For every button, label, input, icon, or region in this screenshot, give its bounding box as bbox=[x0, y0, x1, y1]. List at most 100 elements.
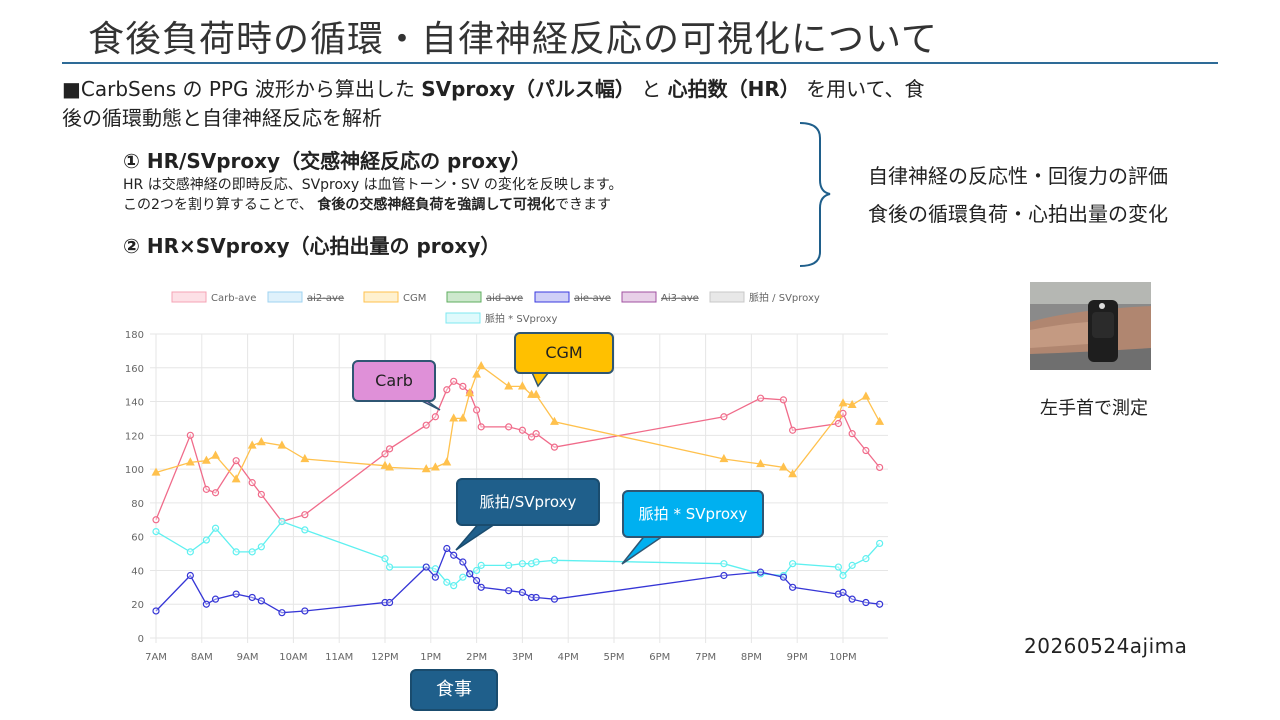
series-point-2-28 bbox=[834, 563, 843, 571]
series-point-3-23 bbox=[550, 595, 559, 603]
series-point-1-20 bbox=[517, 381, 527, 390]
series-line-2 bbox=[155, 520, 881, 587]
legend-swatch-5 bbox=[621, 291, 657, 303]
legend-swatch-3 bbox=[446, 291, 482, 303]
page-title: 食後負荷時の循環・自律神経反応の可視化について bbox=[88, 19, 938, 60]
chart-series bbox=[151, 361, 885, 617]
series-point-1-27 bbox=[788, 469, 798, 478]
x-tick-14: 9PM bbox=[787, 652, 808, 663]
series-point-2-30 bbox=[848, 561, 856, 569]
point-1-title: ① HR/SVproxy（交感神経反応の proxy） bbox=[123, 149, 531, 173]
series-point-0-28 bbox=[834, 419, 843, 428]
wrist-device-photo bbox=[1030, 282, 1151, 370]
series-point-2-27 bbox=[789, 560, 797, 568]
series-point-3-30 bbox=[848, 595, 856, 603]
series-point-1-6 bbox=[256, 437, 266, 446]
series-point-3-32 bbox=[876, 600, 884, 608]
series-point-3-2 bbox=[202, 600, 210, 608]
series-point-0-17 bbox=[473, 406, 481, 414]
series-2 bbox=[152, 517, 884, 590]
legend-label-4: aie-ave bbox=[574, 293, 611, 304]
series-point-2-13 bbox=[443, 578, 451, 586]
intro-text-a: ■CarbSens の PPG 波形から算出した bbox=[62, 77, 422, 101]
series-point-3-3 bbox=[211, 595, 220, 603]
legend-swatch-4 bbox=[534, 291, 570, 303]
point-1-desc-c: できます bbox=[554, 197, 611, 213]
series-point-1-17 bbox=[472, 369, 482, 378]
series-point-3-11 bbox=[422, 563, 430, 571]
series-point-3-27 bbox=[789, 583, 797, 591]
series-point-0-9 bbox=[381, 450, 389, 458]
series-point-0-11 bbox=[422, 421, 430, 429]
series-point-1-22 bbox=[531, 389, 541, 398]
point-1-desc-a: この2つを割り算することで、 bbox=[123, 197, 318, 213]
series-point-1-16 bbox=[465, 388, 475, 397]
series-point-1-23 bbox=[550, 416, 559, 425]
series-point-2-1 bbox=[186, 548, 194, 556]
series-point-0-1 bbox=[186, 431, 194, 439]
series-point-0-14 bbox=[450, 377, 458, 385]
series-point-0-20 bbox=[518, 426, 526, 434]
series-point-2-7 bbox=[278, 517, 286, 526]
series-point-2-15 bbox=[459, 573, 467, 581]
series-point-3-14 bbox=[450, 551, 458, 559]
series-point-1-12 bbox=[430, 462, 440, 471]
series-point-2-5 bbox=[248, 548, 256, 556]
series-point-3-12 bbox=[431, 573, 439, 581]
intro-text-hr: 心拍数（HR） bbox=[667, 77, 800, 101]
series-point-1-3 bbox=[211, 450, 220, 459]
series-point-1-8 bbox=[300, 453, 310, 463]
series-point-1-1 bbox=[185, 457, 195, 466]
intro-text-svproxy: SVproxy（パルス幅） bbox=[421, 77, 635, 101]
point-1-description-2: この2つを割り算することで、 食後の交感神経負荷を強調して可視化できます bbox=[123, 194, 611, 214]
x-tick-0: 7AM bbox=[145, 652, 167, 663]
series-line-1 bbox=[155, 365, 881, 481]
series-point-3-16 bbox=[466, 570, 474, 578]
series-point-2-2 bbox=[202, 536, 210, 544]
series-point-1-24 bbox=[719, 453, 729, 463]
series-point-1-9 bbox=[380, 460, 390, 469]
series-point-0-3 bbox=[211, 489, 220, 497]
series-point-2-4 bbox=[232, 548, 240, 556]
x-tick-12: 7PM bbox=[695, 652, 716, 663]
series-point-3-22 bbox=[532, 593, 540, 602]
series-point-1-15 bbox=[458, 413, 468, 422]
series-point-3-18 bbox=[477, 583, 485, 591]
evaluation-text-2: 食後の循環負荷・心拍出量の変化 bbox=[868, 202, 1168, 226]
y-tick-60: 60 bbox=[131, 533, 144, 544]
x-tick-1: 8AM bbox=[191, 652, 213, 663]
intro-line-2: 後の循環動態と自律神経反応を解析 bbox=[62, 106, 382, 130]
title-divider bbox=[62, 62, 1218, 64]
series-point-1-10 bbox=[385, 462, 395, 471]
legend-swatch-6 bbox=[709, 291, 745, 303]
legend-swatch-1 bbox=[267, 291, 303, 303]
series-point-2-32 bbox=[876, 539, 884, 548]
callout-hr-svproxy: 脈拍/SVproxy bbox=[456, 478, 600, 526]
series-point-3-4 bbox=[232, 590, 240, 598]
series-point-1-13 bbox=[442, 457, 452, 466]
series-point-2-3 bbox=[211, 524, 220, 532]
series-point-1-28 bbox=[833, 410, 843, 419]
series-point-3-7 bbox=[278, 609, 286, 617]
series-point-3-17 bbox=[473, 576, 481, 585]
series-point-1-26 bbox=[779, 462, 788, 471]
series-point-0-21 bbox=[527, 433, 536, 441]
legend-label-3: aid-ave bbox=[486, 293, 523, 304]
series-point-2-20 bbox=[518, 560, 526, 568]
series-point-0-26 bbox=[779, 396, 788, 404]
legend-label-2: CGM bbox=[403, 293, 426, 304]
series-point-2-0 bbox=[152, 528, 160, 536]
x-tick-3: 10AM bbox=[279, 652, 307, 663]
series-point-2-18 bbox=[477, 561, 485, 569]
legend-label-5: Ai3-ave bbox=[661, 293, 699, 304]
legend-label-7: 脈拍 * SVproxy bbox=[485, 312, 558, 325]
series-point-0-32 bbox=[876, 463, 884, 472]
callout-pulse-x-svproxy: 脈拍 * SVproxy bbox=[622, 490, 764, 538]
series-point-0-24 bbox=[720, 413, 728, 421]
callout-cgm: CGM bbox=[514, 332, 614, 374]
series-point-0-27 bbox=[789, 426, 797, 434]
chart-legend: Carb-ave ai2-ave CGM aid-ave aie-ave Ai3-ave 脈… bbox=[171, 291, 820, 325]
series-point-3-8 bbox=[301, 607, 309, 615]
series-point-3-26 bbox=[779, 573, 788, 581]
legend-swatch-2 bbox=[363, 291, 399, 303]
